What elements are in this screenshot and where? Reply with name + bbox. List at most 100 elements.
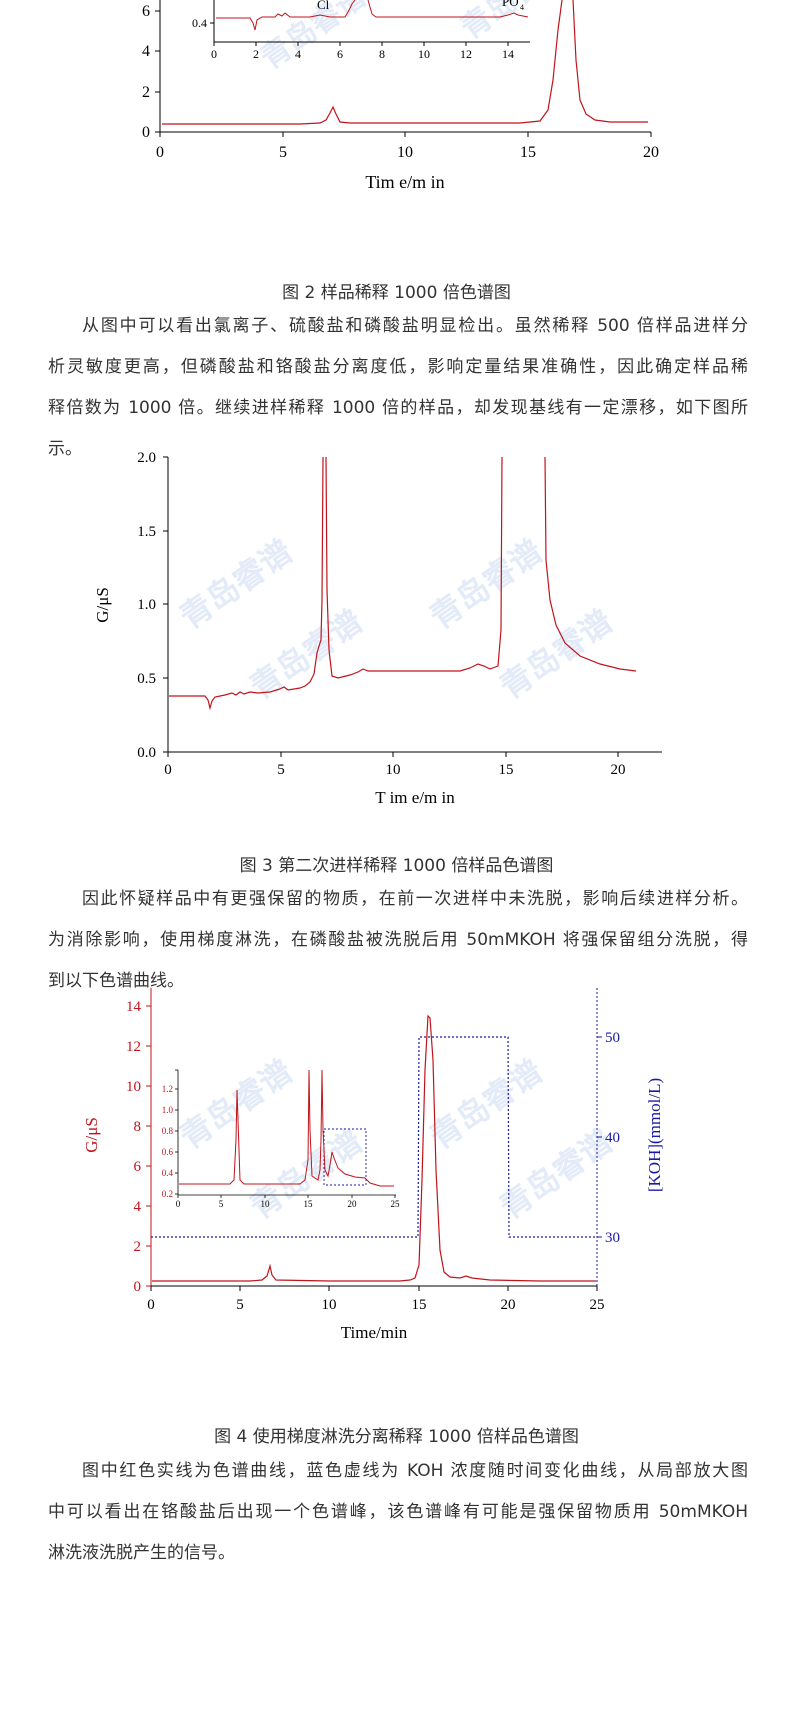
figure4-chart: 青岛睿谱 青岛睿谱 青岛睿谱 青岛睿谱 0 5 10 15 20 2 [82,988,664,1342]
y-tick-label: 4 [142,43,150,60]
y-tick-label: 1.5 [137,524,156,540]
x-tick-label: 15 [412,1297,427,1313]
inset-x-tick: 20 [348,1199,358,1209]
y-tick-label: 0 [142,124,150,141]
x-tick-label: 0 [156,144,164,161]
y-tick-label-left: 6 [134,1159,142,1175]
x-tick-label: 10 [322,1297,337,1313]
paragraph-2: 因此怀疑样品中有更强保留的物质，在前一次进样中未洗脱，影响后续进样分析。 为消除… [48,879,748,1002]
figure3-caption: 图 3 第二次进样稀释 1000 倍样品色谱图 [239,856,554,876]
y-tick-label: 2.0 [137,450,156,466]
x-axis-label: Time/min [341,1323,408,1342]
x-axis-label: T im e/m in [375,788,455,807]
y-axis-label: G/μS [93,587,112,623]
text-line: 到以下色谱曲线。 [48,971,184,991]
x-tick-label: 0 [147,1297,155,1313]
y-tick-label-right: 40 [605,1130,620,1146]
x-tick-marks [159,132,652,137]
watermark: 青岛睿谱 [423,532,550,637]
y-tick-label: 2 [142,84,150,101]
x-tick-label: 20 [501,1297,516,1313]
inset-x-tick: 4 [295,47,301,61]
text-line: 析灵敏度更高，但磷酸盐和铬酸盐分离度低，影响定量结果准确性，因此确定样品稀 [48,357,748,377]
x-tick-label: 5 [279,144,287,161]
y-tick-marks [155,10,160,133]
watermark: 青岛睿谱 [243,602,370,707]
x-tick-label: 5 [236,1297,244,1313]
watermark: 青岛睿谱 [493,602,620,707]
text-line: 中可以看出在铬酸盐后出现一个色谱峰，该色谱峰有可能是强保留物质用 50mMKOH [48,1502,748,1522]
inset-peak-label-po4-subscript: 4 [520,3,524,12]
chromatogram-line [152,1014,596,1282]
y-tick-label-left: 12 [126,1039,141,1055]
inset-x-tick: 5 [219,1199,224,1209]
y-tick-label-left: 10 [126,1079,141,1095]
paragraph-3: 图中红色实线为色谱曲线，蓝色虚线为 KOH 浓度随时间变化曲线，从局部放大图 中… [48,1451,748,1574]
inset-x-tick: 14 [502,47,514,61]
figure2-inset: 0 2 4 6 8 10 12 14 0.4 Cl PO 4 [192,0,530,61]
inset-x-tick: 8 [379,47,385,61]
inset-y-tick: 0.6 [162,1147,174,1157]
y-tick-label-right: 30 [605,1230,620,1246]
inset-x-tick: 10 [261,1199,271,1209]
x-tick-marks [167,752,619,757]
y-tick-label: 0.5 [137,671,156,687]
figure3-chart: 青岛睿谱 青岛睿谱 青岛睿谱 青岛睿谱 0 5 10 15 20 0.0 0.5… [93,450,662,807]
text-line: 图中红色实线为色谱曲线，蓝色虚线为 KOH 浓度随时间变化曲线，从局部放大图 [82,1461,748,1481]
figure4-caption: 图 4 使用梯度淋洗分离稀释 1000 倍样品色谱图 [214,1427,579,1447]
y-tick-label-left: 2 [134,1239,142,1255]
figure2-chart: 青岛睿谱 青岛睿谱 0 5 10 15 20 0 2 4 6 Tim e/m i… [142,0,659,192]
chromatogram-line [169,456,637,711]
inset-line [179,1069,394,1187]
x-tick-label: 10 [386,762,401,778]
inset-y-tick: 0.4 [162,1168,174,1178]
y-axis-label-left: G/μS [82,1117,101,1153]
x-tick-label: 15 [499,762,514,778]
watermark: 青岛睿谱 [255,0,373,77]
inset-y-tick: 1.2 [162,1084,173,1094]
x-axis-label: Tim e/m in [365,172,444,192]
inset-x-tick: 0 [176,1199,181,1209]
inset-y-tick: 1.0 [162,1105,174,1115]
x-tick-label: 0 [164,762,172,778]
paragraph-1: 从图中可以看出氯离子、硫酸盐和磷酸盐明显检出。虽然稀释 500 倍样品进样分 析… [48,306,748,470]
chromatogram-line [162,0,648,125]
y-tick-marks-left [146,1005,151,1287]
watermark: 青岛睿谱 [423,1052,550,1157]
inset-y-tick: 0.2 [162,1189,173,1199]
inset-x-tick: 25 [391,1199,401,1209]
x-tick-label: 15 [520,144,536,161]
y-tick-label: 1.0 [137,597,156,613]
inset-peak-label-po4: PO [502,0,519,9]
x-tick-label: 20 [611,762,626,778]
text-line: 为消除影响，使用梯度淋洗，在磷酸盐被洗脱后用 50mMKOH 将强保留组分洗脱，… [48,930,748,950]
watermark: 青岛睿谱 [173,532,300,637]
y-tick-label-left: 8 [134,1119,142,1135]
text-line: 因此怀疑样品中有更强保留的物质，在前一次进样中未洗脱，影响后续进样分析。 [82,889,748,909]
inset-x-tick: 12 [460,47,472,61]
figure2-caption: 图 2 样品稀释 1000 倍色谱图 [282,283,511,303]
figure4-inset: 0 5 10 15 20 25 0.2 0.4 0.6 0.8 1.0 1.2 [162,1069,401,1209]
text-line: 淋洗液洗脱产生的信号。 [48,1543,235,1563]
y-tick-label-left: 4 [134,1199,142,1215]
x-tick-marks [150,1286,598,1291]
y-tick-label-right: 50 [605,1030,620,1046]
text-line: 释倍数为 1000 倍。继续进样稀释 1000 倍的样品，却发现基线有一定漂移，… [48,398,748,418]
y-axis-label-right: [KOH](mmol/L) [645,1078,664,1192]
watermark: 青岛睿谱 [493,1122,620,1227]
inset-x-tick: 6 [337,47,343,61]
y-tick-label: 0.0 [137,745,156,761]
y-tick-marks [163,456,168,753]
text-line: 示。 [48,439,82,459]
x-tick-label: 5 [277,762,285,778]
y-tick-label: 6 [142,3,150,20]
inset-line [216,0,529,31]
y-tick-label-left: 0 [134,1279,142,1295]
inset-x-tick: 2 [253,47,259,61]
y-tick-marks-right [597,1036,602,1238]
y-tick-label-left: 14 [126,999,142,1015]
inset-x-tick: 10 [418,47,430,61]
inset-x-tick: 15 [304,1199,314,1209]
inset-peak-label-cl: Cl [317,0,330,12]
